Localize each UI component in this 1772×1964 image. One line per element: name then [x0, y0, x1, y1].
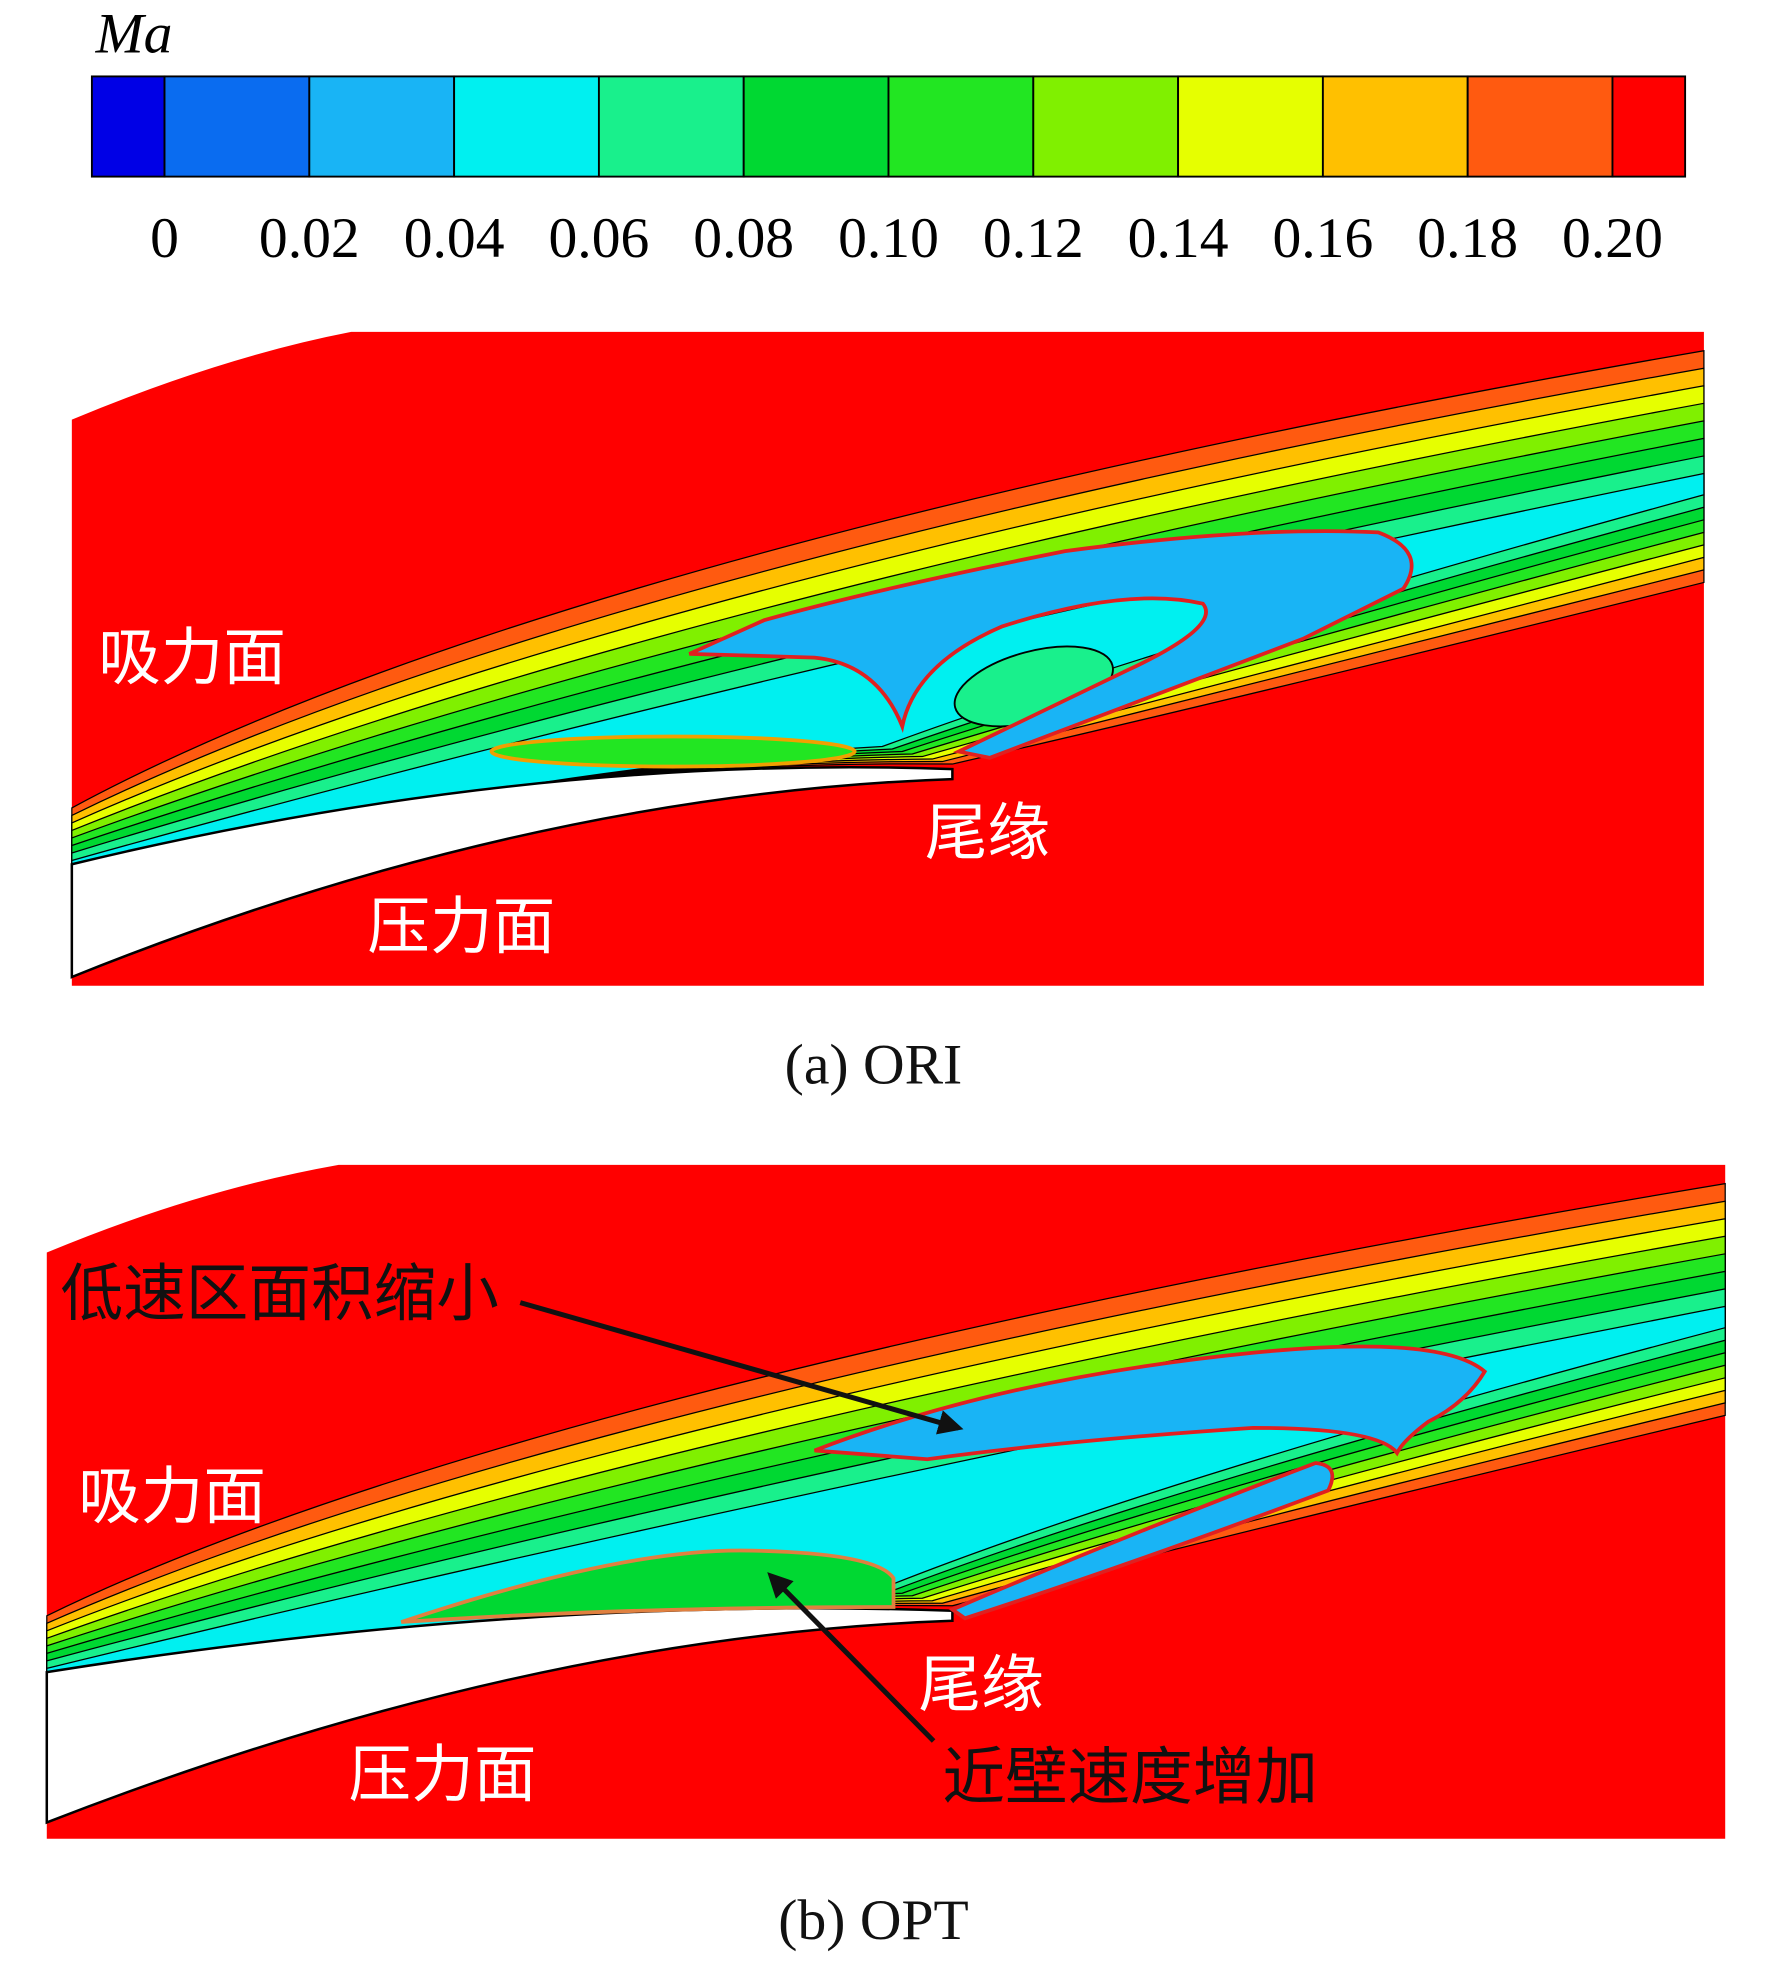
colorbar-swatch: [1611, 75, 1687, 178]
colorbar-swatch: [1032, 75, 1180, 178]
annotation: 吸力面: [98, 623, 286, 693]
colorbar-tick-label: 0.10: [838, 207, 939, 270]
annotation: 尾缘: [919, 1650, 1044, 1720]
blade: [70, 766, 954, 979]
annotation: 尾缘: [925, 798, 1050, 868]
colorbar-tick-label: 0.06: [549, 207, 650, 270]
arrow: [767, 1572, 936, 1743]
colorbar-swatch: [597, 75, 745, 178]
colorbar-swatch: [1177, 75, 1324, 178]
colorbar-swatch: [163, 75, 311, 178]
arrow: [519, 1300, 964, 1435]
annotation: 压力面: [349, 1740, 537, 1810]
colorbar-swatch: [1466, 75, 1614, 178]
colorbar-tick-label: 0.16: [1272, 207, 1373, 270]
colorbar-swatch: [90, 75, 166, 178]
low-speed-region: [688, 529, 1414, 760]
colorbar-swatch: [453, 75, 600, 178]
colorbar: 0 0.02 0.04 0.06 0.08 0.10 0.12 0.14 0.16 0.18 0.2…: [90, 75, 1687, 270]
colorbar-tick-label: 0.14: [1128, 207, 1229, 270]
colorbar-tick-label: 0.04: [404, 207, 505, 270]
annotation: 近壁速度增加: [942, 1743, 1318, 1813]
near-wall-region: [400, 1548, 896, 1624]
colorbar-swatch: [742, 75, 890, 178]
colorbar-tick-label: 0.02: [259, 207, 360, 270]
colorbar-tick-label: 0.20: [1562, 207, 1663, 270]
colorbar-tick-label: 0.08: [693, 207, 794, 270]
annotation: 吸力面: [78, 1462, 266, 1532]
wake-region: [948, 1461, 1335, 1621]
colorbar-tick-label: 0: [150, 207, 179, 270]
colorbar-tick-label: 0.12: [983, 207, 1084, 270]
colorbar-swatch: [887, 75, 1035, 178]
caption: (a) ORI: [785, 1033, 963, 1096]
colorbar-swatch: [1321, 75, 1469, 178]
annotation: 压力面: [367, 892, 555, 962]
colorbar-swatch: [308, 75, 456, 178]
colorbar-tick-label: 0.18: [1417, 207, 1518, 270]
caption: (b) OPT: [778, 1889, 968, 1952]
colorbar-title: Ma: [95, 3, 173, 66]
annotation: 低速区面积缩小: [61, 1259, 499, 1329]
near-wall-region: [489, 734, 857, 769]
low-speed-region: [813, 1344, 1488, 1462]
blade: [45, 1607, 954, 1825]
